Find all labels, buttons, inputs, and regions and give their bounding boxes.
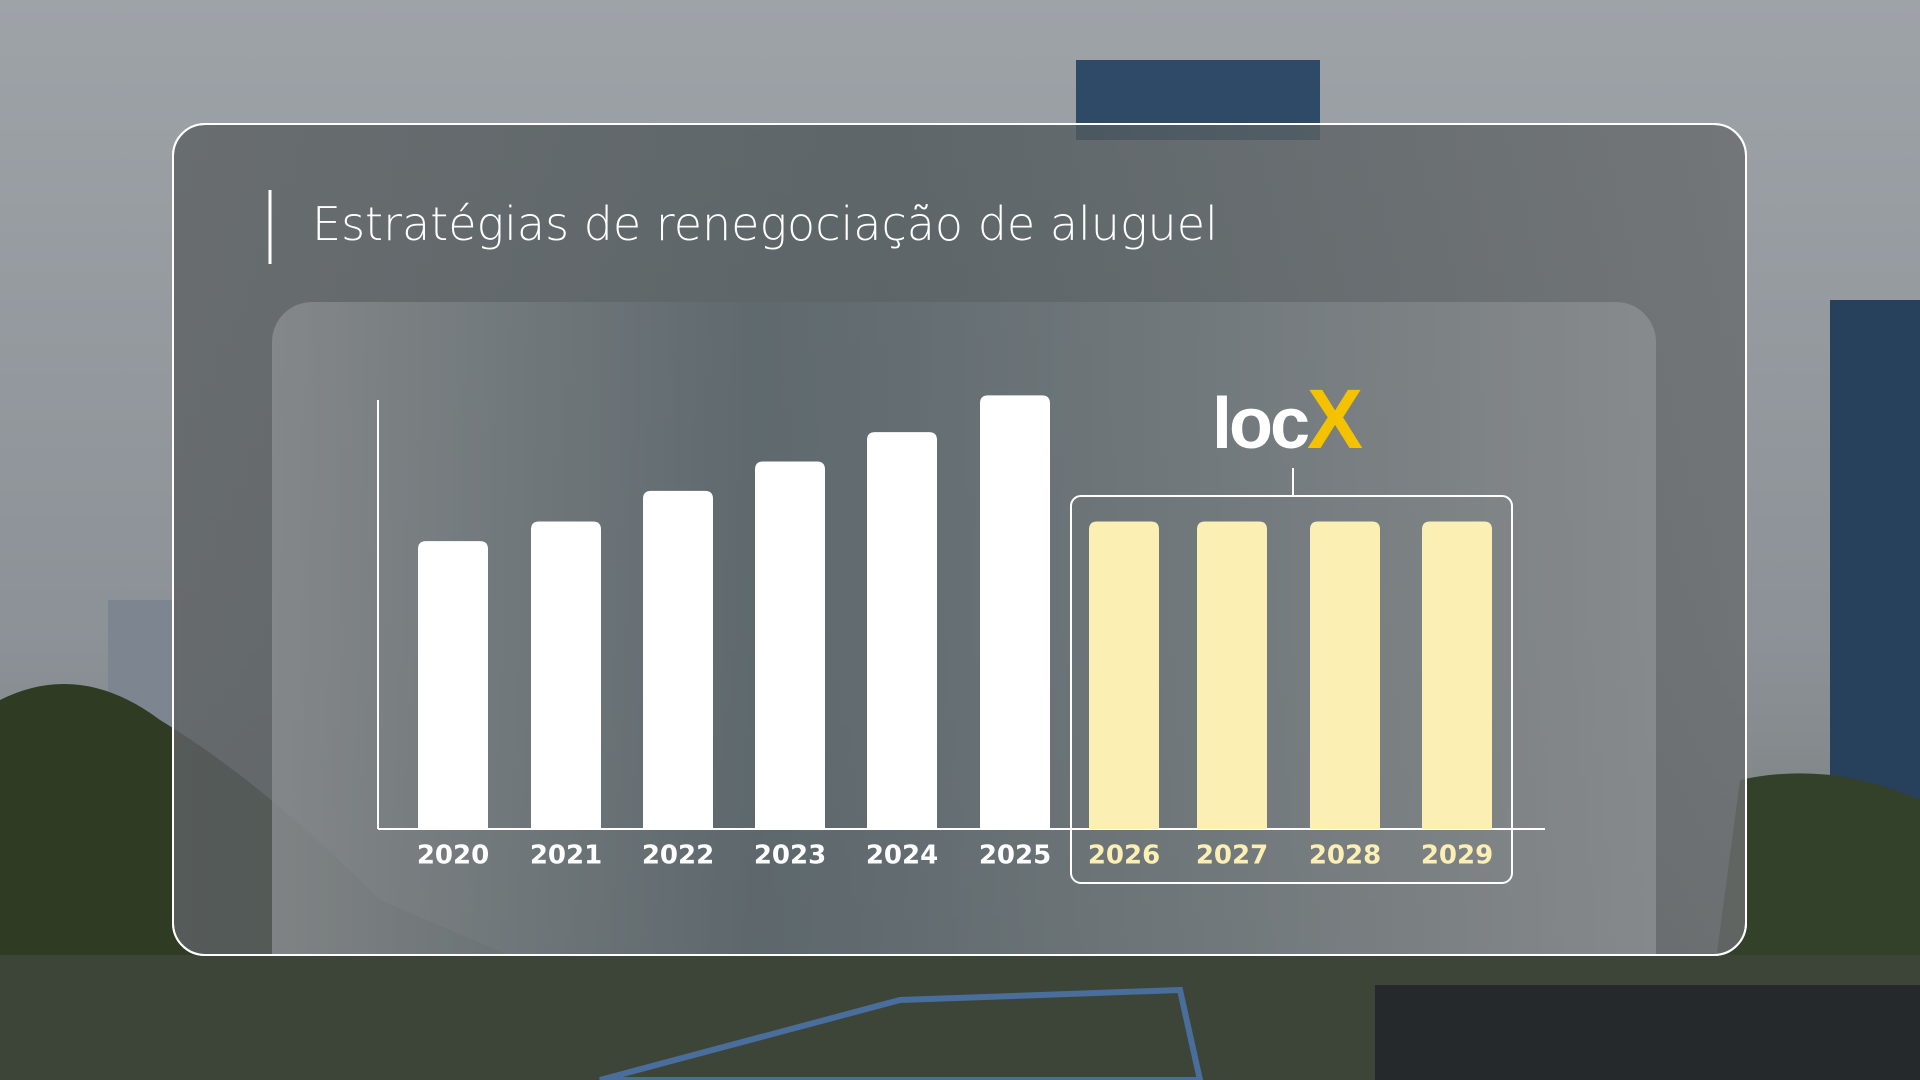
bar <box>1197 521 1267 829</box>
chart-title: Estratégias de renegociação de aluguel <box>312 197 1218 251</box>
highlight-box <box>1070 495 1513 884</box>
chart-area <box>272 302 1656 955</box>
bar <box>1310 521 1380 829</box>
logo: locX <box>1212 372 1363 466</box>
x-tick-label: 2029 <box>1421 841 1493 871</box>
bar <box>531 521 601 829</box>
x-tick-label: 2027 <box>1196 841 1268 871</box>
x-tick-label: 2026 <box>1088 841 1160 871</box>
bar <box>867 432 937 829</box>
logo-mark: X <box>1307 372 1363 466</box>
x-tick-label: 2028 <box>1309 841 1381 871</box>
bar <box>1089 521 1159 829</box>
wall <box>1375 985 1920 1080</box>
railing <box>599 986 1204 1080</box>
bar <box>1422 521 1492 829</box>
bar <box>755 461 825 829</box>
x-tick-label: 2022 <box>642 841 714 871</box>
x-tick-label: 2024 <box>866 841 938 871</box>
x-tick-label: 2023 <box>754 841 826 871</box>
bar <box>643 490 713 829</box>
x-tick-label: 2020 <box>417 841 489 871</box>
x-tick-label: 2025 <box>979 841 1051 871</box>
bar <box>418 541 488 829</box>
x-tick-label: 2021 <box>530 841 602 871</box>
building <box>1830 300 1920 800</box>
bar <box>980 395 1050 829</box>
logo-text: loc <box>1212 384 1308 464</box>
panel-border <box>172 123 1747 956</box>
